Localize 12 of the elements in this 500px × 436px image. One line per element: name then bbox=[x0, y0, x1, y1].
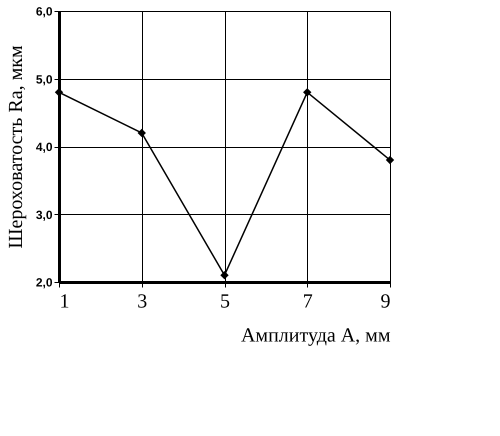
x-tick-label: 5 bbox=[220, 290, 230, 312]
x-tick-label: 3 bbox=[137, 290, 148, 312]
y-tick-label: 2,0 bbox=[36, 276, 53, 290]
y-axis-title: Шероховатость Ra, мкм bbox=[4, 45, 27, 249]
x-axis-title: Амплитуда А, мм bbox=[240, 324, 391, 346]
y-tick-label: 6,0 bbox=[36, 4, 53, 18]
y-tick-label: 3,0 bbox=[36, 208, 53, 222]
x-tick-label: 9 bbox=[380, 290, 390, 312]
y-tick-label: 4,0 bbox=[36, 140, 53, 154]
x-tick-label: 7 bbox=[302, 290, 313, 312]
y-tick-label: 5,0 bbox=[36, 72, 53, 86]
x-tick-label: 1 bbox=[60, 290, 70, 312]
